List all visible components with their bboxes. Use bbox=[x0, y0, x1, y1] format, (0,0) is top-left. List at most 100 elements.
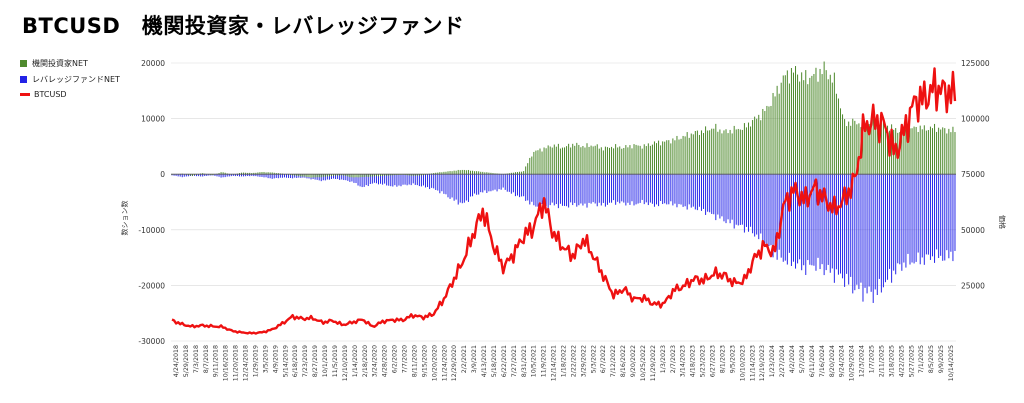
bar-leveraged bbox=[758, 174, 760, 240]
bar-institutional bbox=[760, 120, 762, 175]
bar-leveraged bbox=[905, 174, 907, 268]
bar-leveraged bbox=[842, 174, 844, 279]
bar-leveraged bbox=[660, 174, 662, 202]
bar-leveraged bbox=[283, 174, 285, 178]
bar-institutional bbox=[369, 174, 371, 177]
x-tick-label: 6/2/2020 bbox=[392, 345, 399, 373]
bar-institutional bbox=[561, 147, 563, 175]
bar-leveraged bbox=[721, 174, 723, 217]
bar-institutional bbox=[347, 174, 349, 177]
y-tick-label: 10000 bbox=[141, 115, 165, 124]
bar-leveraged bbox=[864, 174, 866, 288]
bar-leveraged bbox=[852, 174, 854, 294]
bar-institutional bbox=[551, 147, 553, 175]
bar-leveraged bbox=[367, 174, 369, 187]
bar-leveraged bbox=[584, 174, 586, 204]
bar-leveraged bbox=[598, 174, 600, 203]
bar-leveraged bbox=[713, 174, 715, 215]
bar-institutional bbox=[778, 93, 780, 175]
bar-leveraged bbox=[547, 174, 549, 208]
x-tick-label: 1/7/2025 bbox=[869, 345, 876, 373]
x-tick-label: 8/11/2020 bbox=[411, 345, 418, 377]
bar-institutional bbox=[698, 134, 700, 175]
bar-leveraged bbox=[568, 174, 570, 208]
x-tick-label: 10/5/2021 bbox=[531, 345, 538, 377]
bar-institutional bbox=[905, 129, 907, 175]
bar-institutional bbox=[696, 130, 698, 175]
bar-institutional bbox=[803, 80, 805, 175]
bar-institutional bbox=[257, 172, 259, 175]
bar-institutional bbox=[923, 125, 925, 175]
bar-institutional bbox=[441, 172, 443, 175]
bar-leveraged bbox=[833, 174, 835, 283]
bar-institutional bbox=[827, 79, 829, 175]
bar-leveraged bbox=[506, 174, 508, 192]
bar-leveraged bbox=[549, 174, 551, 206]
bar-leveraged bbox=[277, 174, 279, 179]
bar-institutional bbox=[255, 172, 257, 175]
y-tick-label: -30000 bbox=[138, 337, 165, 346]
bar-institutional bbox=[539, 148, 541, 175]
bar-leveraged bbox=[541, 174, 543, 205]
bar-institutional bbox=[292, 174, 294, 176]
legend-swatch bbox=[20, 60, 27, 67]
x-tick-label: 9/20/2022 bbox=[630, 345, 637, 377]
bar-institutional bbox=[384, 174, 386, 176]
bar-leveraged bbox=[917, 174, 919, 253]
y-tick-label: 20000 bbox=[141, 59, 165, 68]
bar-leveraged bbox=[844, 174, 846, 287]
bar-institutional bbox=[519, 171, 521, 175]
bar-leveraged bbox=[339, 174, 341, 180]
legend-swatch bbox=[20, 76, 27, 83]
bar-institutional bbox=[537, 150, 539, 175]
bar-institutional bbox=[545, 148, 547, 175]
bar-institutional bbox=[954, 132, 956, 175]
bar-leveraged bbox=[825, 174, 827, 271]
bar-institutional bbox=[839, 108, 842, 175]
bar-institutional bbox=[269, 172, 271, 175]
bar-leveraged bbox=[586, 174, 588, 208]
bar-leveraged bbox=[429, 174, 431, 190]
bar-leveraged bbox=[770, 174, 772, 246]
bar-institutional bbox=[758, 114, 760, 175]
bar-institutional bbox=[639, 145, 641, 175]
bar-leveraged bbox=[521, 174, 523, 197]
bar-leveraged bbox=[425, 174, 427, 188]
x-tick-label: 11/29/2022 bbox=[650, 345, 657, 381]
bar-leveraged bbox=[281, 174, 283, 178]
bar-leveraged bbox=[766, 174, 768, 248]
bar-leveraged bbox=[285, 174, 288, 178]
bar-institutional bbox=[643, 144, 645, 175]
x-tick-label: 10/25/2022 bbox=[640, 345, 647, 381]
bar-leveraged bbox=[292, 174, 294, 179]
bar-leveraged bbox=[792, 174, 794, 262]
bar-leveraged bbox=[290, 174, 292, 179]
bar-institutional bbox=[846, 126, 848, 175]
x-tick-label: 4/9/2019 bbox=[272, 345, 279, 373]
bar-leveraged bbox=[214, 174, 216, 176]
bar-leveraged bbox=[502, 174, 504, 188]
bar-institutional bbox=[586, 143, 588, 175]
y-axis-right: 125000 100000 75000 50000 25000 bbox=[961, 59, 990, 290]
bar-leveraged bbox=[600, 174, 602, 206]
bar-leveraged bbox=[674, 174, 676, 204]
x-tick-label: 4/24/2018 bbox=[173, 345, 180, 377]
bar-leveraged bbox=[572, 174, 574, 206]
bar-institutional bbox=[735, 129, 737, 175]
bar-institutional bbox=[508, 173, 510, 175]
bar-leveraged bbox=[668, 174, 670, 205]
bar-institutional bbox=[194, 174, 196, 176]
bar-institutional bbox=[212, 174, 214, 176]
bar-leveraged bbox=[202, 174, 204, 177]
bar-institutional bbox=[202, 173, 204, 175]
x-tick-label: 9/5/2023 bbox=[729, 345, 736, 373]
bar-leveraged bbox=[837, 174, 839, 275]
x-tick-label: 11/20/2018 bbox=[233, 345, 240, 381]
bar-leveraged bbox=[696, 174, 698, 211]
bar-institutional bbox=[768, 106, 770, 175]
bar-leveraged bbox=[467, 174, 469, 202]
bar-institutional bbox=[858, 123, 860, 175]
bar-institutional bbox=[414, 174, 416, 176]
bar-institutional bbox=[809, 77, 811, 175]
bar-leveraged bbox=[719, 174, 721, 219]
